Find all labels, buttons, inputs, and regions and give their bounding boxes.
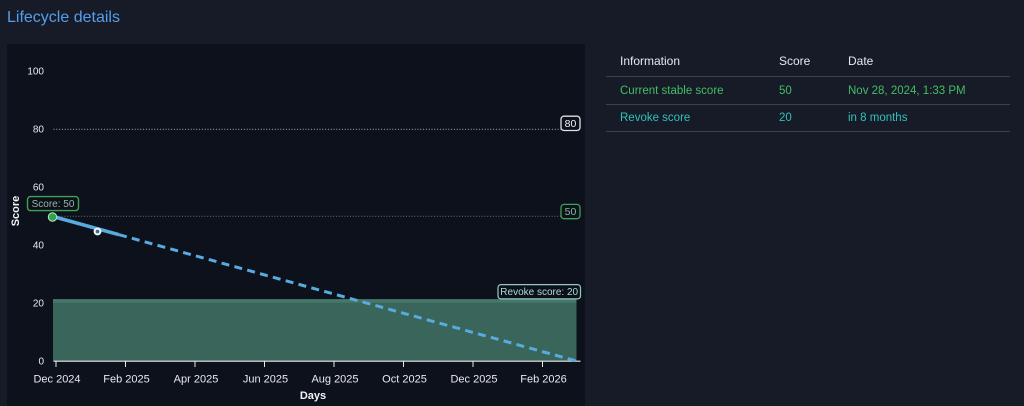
svg-text:Score: Score	[10, 196, 22, 227]
svg-text:Oct 2025: Oct 2025	[382, 374, 427, 386]
svg-text:80: 80	[33, 125, 45, 136]
svg-text:Revoke score: 20: Revoke score: 20	[500, 287, 578, 298]
svg-text:Feb 2025: Feb 2025	[103, 374, 149, 386]
svg-text:60: 60	[33, 183, 45, 194]
svg-text:Feb 2026: Feb 2026	[520, 374, 566, 386]
svg-text:Dec 2024: Dec 2024	[33, 374, 80, 386]
svg-text:50: 50	[565, 206, 577, 218]
svg-text:100: 100	[27, 67, 44, 78]
svg-text:Apr 2025: Apr 2025	[174, 374, 219, 386]
svg-text:0: 0	[38, 357, 44, 368]
svg-text:Dec 2025: Dec 2025	[450, 374, 497, 386]
svg-text:40: 40	[33, 241, 45, 252]
svg-text:20: 20	[33, 299, 45, 310]
svg-text:Jun 2025: Jun 2025	[243, 374, 288, 386]
svg-text:Score: 50: Score: 50	[32, 199, 75, 210]
svg-text:80: 80	[565, 118, 577, 130]
svg-text:Days: Days	[300, 390, 326, 402]
svg-text:Aug 2025: Aug 2025	[311, 374, 358, 386]
